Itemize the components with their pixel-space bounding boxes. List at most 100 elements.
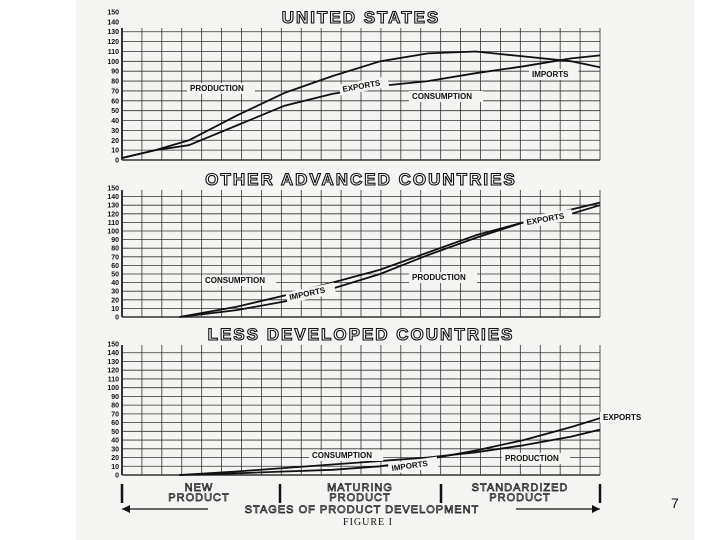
page-number: 7 [671,495,679,511]
curve-label-backing [202,275,277,286]
curve-label-backing [338,76,390,96]
panel-title-backing [150,169,591,189]
panel-title-backing [150,7,591,27]
chart-panels: UNITED STATES010203040506070809010011012… [107,7,650,480]
curve-label-imports: IMPORTS [285,282,337,304]
y-tick-label: 10 [111,306,119,313]
y-tick-label: 80 [111,79,119,86]
panel-title: OTHER ADVANCED COUNTRIES [205,170,517,189]
y-tick-label: 80 [111,246,119,253]
y-tick-label: 140 [107,194,119,201]
y-tick-label: 150 [107,342,119,349]
y-tick-label: 0 [115,158,119,165]
y-tick-label: 30 [111,446,119,453]
y-tick-label: 150 [107,10,119,17]
y-tick-label: 0 [115,473,119,480]
curve-label-backing [187,83,255,94]
y-tick-label: 40 [111,438,119,445]
y-tick-label: 90 [111,237,119,244]
y-tick-label: 10 [111,464,119,471]
y-tick-label: 20 [111,297,119,304]
y-tick-label: 120 [107,368,119,375]
y-tick-label: 100 [107,385,119,392]
curve-label-text: PRODUCTION [190,84,244,93]
series-line-production [121,50,601,159]
y-tick-label: 150 [107,186,119,193]
curve-label-backing [522,209,574,229]
y-tick-label: 60 [111,420,119,427]
y-tick-label: 110 [108,49,119,56]
curve-label-consumption: CONSUMPTION [202,275,277,286]
y-tick-label: 30 [111,289,119,296]
stage-label-2-line-2: PRODUCT [329,492,390,504]
y-tick-label: 100 [107,59,119,66]
curve-label-exports: EXPORTS [600,412,650,423]
y-tick-label: 100 [107,229,119,236]
panel-title: LESS DEVELOPED COUNTRIES [208,325,515,344]
y-tick-label: 50 [111,272,119,279]
curve-label-backing [529,69,579,80]
y-tick-label: 140 [107,350,119,357]
y-tick-label: 90 [111,394,119,401]
stage-label-1-line-2: PRODUCT [168,492,229,504]
y-tick-label: 50 [111,108,119,115]
y-tick-label: 0 [115,315,119,322]
y-tick-label: 130 [107,359,119,366]
y-tick-label: 40 [111,118,119,125]
stage-label-3-line-1: STANDARDIZED [472,482,569,494]
y-tick-label: 110 [108,220,119,227]
y-tick-label: 130 [107,203,119,210]
curve-label-backing [309,450,384,461]
curve-label-imports: IMPORTS [529,69,579,80]
curve-label-text: CONSUMPTION [312,451,372,460]
curve-label-text: PRODUCTION [412,273,466,282]
curve-label-production: PRODUCTION [187,83,255,94]
y-tick-label: 40 [111,280,119,287]
curve-label-backing [387,456,439,475]
curve-label-exports: EXPORTS [338,76,390,96]
curve-label-text: CONSUMPTION [205,276,265,285]
stage-label-3-line-2: PRODUCT [489,492,550,504]
series-line-consumption [179,428,601,476]
axis-arrow-right-head [592,505,600,513]
curve-label-exports: EXPORTS [522,209,574,229]
y-tick-label: 110 [108,376,119,383]
y-tick-label: 130 [107,29,119,36]
curve-label-production: PRODUCTION [502,453,570,464]
curve-label-backing [285,282,337,304]
y-tick-label: 80 [111,403,119,410]
curve-label-backing [409,91,484,102]
axis-arrow-left-head [122,505,130,513]
curve-label-text: EXPORTS [603,413,642,422]
curve-label-consumption: CONSUMPTION [409,91,484,102]
stage-label-2-line-1: MATURING [327,482,393,494]
curve-label-backing [502,453,570,464]
panel-title-backing [150,324,591,344]
stages-axis: NEW PRODUCT MATURING PRODUCT STANDARDIZE… [120,482,602,528]
curve-label-backing [409,272,477,283]
stage-label-1-line-1: NEW [185,482,214,494]
scanned-figure [76,0,694,540]
y-tick-label: 140 [107,19,119,26]
y-tick-label: 50 [111,429,119,436]
curve-label-consumption: CONSUMPTION [309,450,384,461]
curve-label-text: IMPORTS [532,70,569,79]
y-tick-label: 120 [107,39,119,46]
y-tick-label: 120 [107,211,119,218]
y-tick-label: 70 [111,411,119,418]
y-tick-label: 30 [111,128,119,135]
curve-label-production: PRODUCTION [409,272,477,283]
curve-label-text: PRODUCTION [505,454,559,463]
y-tick-label: 20 [111,455,119,462]
y-tick-label: 70 [111,254,119,261]
y-tick-label: 20 [111,138,119,145]
y-tick-label: 60 [111,263,119,270]
y-tick-label: 70 [111,88,119,95]
curve-label-imports: IMPORTS [387,456,439,475]
y-tick-label: 10 [111,148,119,155]
panel-1: UNITED STATES 0 10 20 30 40 50 60 70 80 90 100 110 12… [107,7,601,165]
